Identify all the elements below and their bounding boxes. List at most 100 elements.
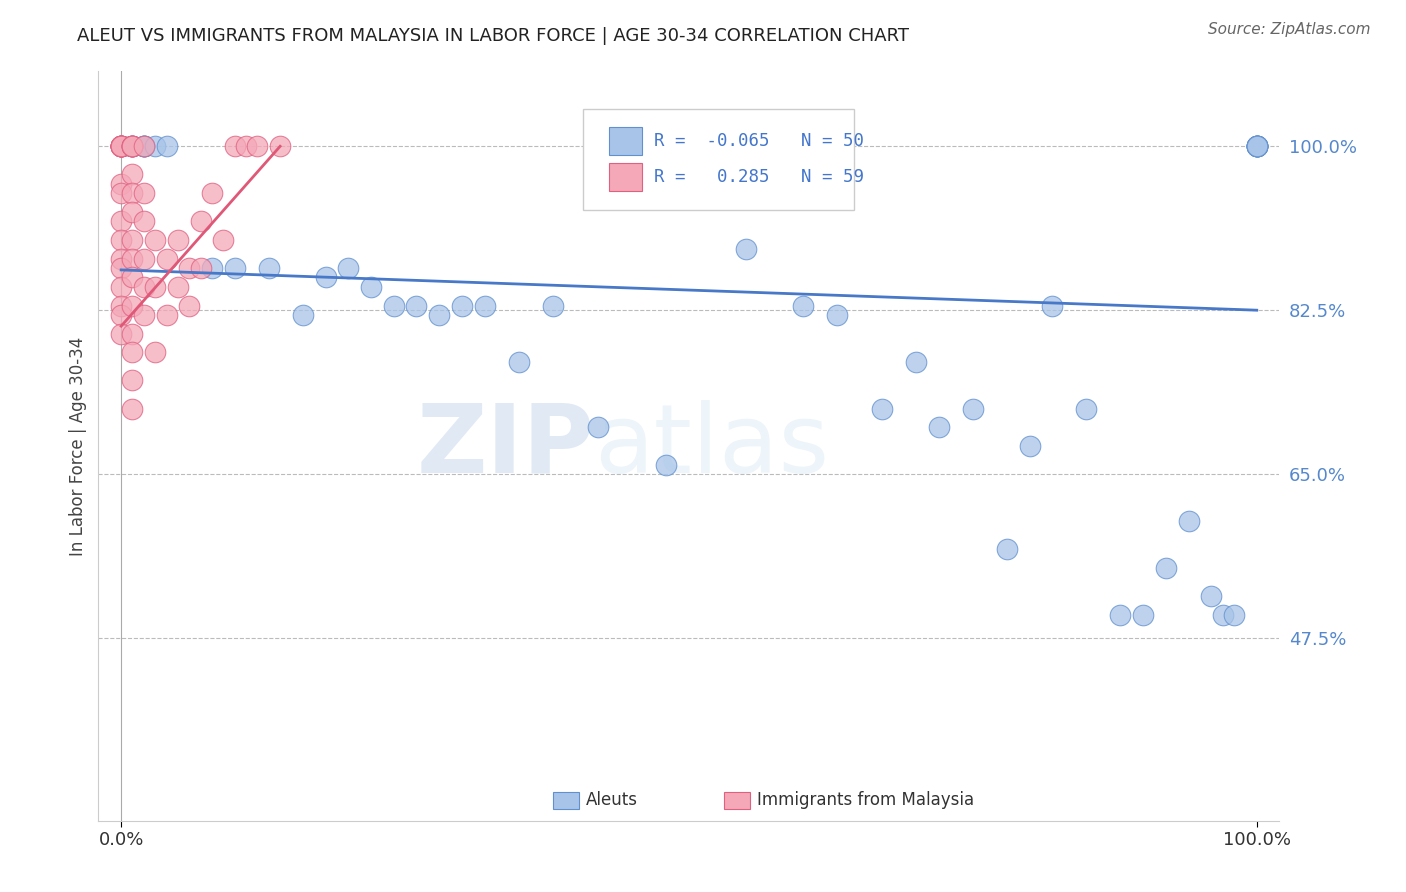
Point xyxy=(190,214,212,228)
Point xyxy=(1018,439,1040,453)
Point xyxy=(235,139,257,153)
Point xyxy=(1246,139,1268,153)
Point xyxy=(110,139,132,153)
Point xyxy=(1040,299,1063,313)
Point xyxy=(110,280,132,294)
Point xyxy=(1212,607,1234,622)
Point xyxy=(167,233,190,247)
Point xyxy=(825,308,848,322)
Point xyxy=(143,233,166,247)
Point xyxy=(132,252,155,266)
Text: R =  -0.065   N = 50: R = -0.065 N = 50 xyxy=(654,132,863,150)
Point xyxy=(179,261,201,276)
Point xyxy=(110,139,132,153)
Point xyxy=(110,233,132,247)
Point xyxy=(121,139,143,153)
Text: ZIP: ZIP xyxy=(416,400,595,492)
Point xyxy=(132,139,155,153)
Point xyxy=(121,139,143,153)
Point xyxy=(121,205,143,219)
Point xyxy=(382,299,405,313)
Point xyxy=(190,261,212,276)
Point xyxy=(450,299,472,313)
Point xyxy=(427,308,450,322)
Point xyxy=(110,139,132,153)
Point xyxy=(132,214,155,228)
Point xyxy=(110,299,132,313)
Point xyxy=(734,243,756,257)
Text: Immigrants from Malaysia: Immigrants from Malaysia xyxy=(758,791,974,809)
Point xyxy=(155,308,177,322)
Point xyxy=(1246,139,1268,153)
Point xyxy=(110,214,132,228)
Point xyxy=(201,186,224,201)
Y-axis label: In Labor Force | Age 30-34: In Labor Force | Age 30-34 xyxy=(69,336,87,556)
Point xyxy=(110,261,132,276)
Point xyxy=(1154,561,1177,575)
Point xyxy=(269,139,291,153)
Point xyxy=(132,186,155,201)
Point xyxy=(291,308,314,322)
Point xyxy=(132,139,155,153)
Point xyxy=(870,401,893,416)
Point xyxy=(1076,401,1098,416)
Point xyxy=(201,261,224,276)
Point xyxy=(132,139,155,153)
Point xyxy=(179,299,201,313)
Point xyxy=(474,299,496,313)
Point xyxy=(167,280,190,294)
Point xyxy=(121,233,143,247)
Point xyxy=(143,280,166,294)
Point xyxy=(121,139,143,153)
Point xyxy=(110,252,132,266)
Point xyxy=(905,355,928,369)
Point xyxy=(1109,607,1132,622)
Bar xyxy=(609,162,641,191)
Point xyxy=(121,139,143,153)
Point xyxy=(541,299,564,313)
Point xyxy=(655,458,678,472)
Bar xyxy=(724,792,751,809)
Point xyxy=(155,139,177,153)
Point xyxy=(212,233,235,247)
Point xyxy=(224,139,246,153)
Point xyxy=(110,308,132,322)
Bar xyxy=(609,127,641,155)
Point xyxy=(257,261,280,276)
Point xyxy=(1246,139,1268,153)
Point xyxy=(121,168,143,182)
Point xyxy=(121,345,143,359)
Point xyxy=(110,177,132,191)
Point xyxy=(315,270,337,285)
Point xyxy=(1246,139,1268,153)
Point xyxy=(995,542,1018,557)
Bar xyxy=(553,792,579,809)
Point xyxy=(121,139,143,153)
Point xyxy=(110,139,132,153)
Point xyxy=(337,261,360,276)
Text: Source: ZipAtlas.com: Source: ZipAtlas.com xyxy=(1208,22,1371,37)
Point xyxy=(110,139,132,153)
Point xyxy=(110,139,132,153)
Point xyxy=(224,261,246,276)
Point xyxy=(360,280,382,294)
Point xyxy=(110,139,132,153)
Point xyxy=(1132,607,1154,622)
Point xyxy=(1246,139,1268,153)
Point xyxy=(132,139,155,153)
Point xyxy=(586,420,609,434)
Point xyxy=(792,299,814,313)
Point xyxy=(143,345,166,359)
Point xyxy=(121,270,143,285)
Point xyxy=(1201,589,1223,603)
Point xyxy=(143,139,166,153)
Point xyxy=(121,139,143,153)
Point xyxy=(121,139,143,153)
Point xyxy=(110,186,132,201)
Point xyxy=(1246,139,1268,153)
Text: R =   0.285   N = 59: R = 0.285 N = 59 xyxy=(654,168,863,186)
Point xyxy=(132,308,155,322)
Point xyxy=(121,326,143,341)
Point xyxy=(405,299,427,313)
FancyBboxPatch shape xyxy=(582,109,855,210)
